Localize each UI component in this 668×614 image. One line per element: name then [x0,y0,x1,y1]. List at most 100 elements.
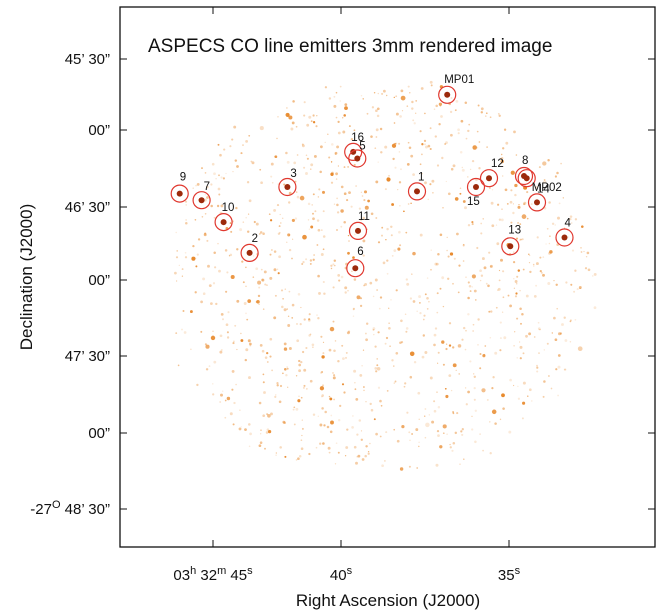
noise-speck [533,265,535,267]
noise-speck [513,130,516,134]
noise-speck [405,278,408,281]
noise-speck [519,238,522,242]
noise-speck [397,247,401,251]
noise-speck [257,280,262,285]
noise-speck [220,204,224,208]
source-core [284,184,291,190]
noise-speck [465,276,467,278]
noise-speck [480,232,483,235]
noise-speck [298,363,302,367]
noise-speck [319,442,322,445]
noise-speck [446,236,448,239]
noise-speck [286,107,288,109]
noise-speck [395,289,398,292]
noise-speck [507,294,510,297]
noise-speck [235,206,238,210]
noise-speck [417,391,421,395]
noise-speck [386,177,391,182]
noise-speck [366,112,369,115]
noise-speck [212,282,216,285]
noise-speck [394,166,397,169]
noise-speck [322,442,325,445]
noise-speck [473,375,476,378]
noise-speck [337,120,340,124]
noise-speck [456,412,459,415]
noise-speck [269,253,272,256]
noise-speck [252,255,255,257]
noise-speck [251,161,255,165]
noise-speck [220,176,223,179]
noise-speck [527,253,530,256]
noise-speck [273,208,277,212]
noise-speck [381,464,384,468]
noise-speck [299,323,302,326]
noise-speck [305,346,308,350]
noise-speck [542,161,547,166]
noise-speck [175,280,178,282]
noise-speck [455,109,457,111]
noise-speck [531,400,533,402]
noise-speck [436,164,440,167]
noise-speck [392,157,395,161]
noise-speck [232,170,234,173]
noise-speck [217,143,220,146]
noise-speck [567,236,569,238]
noise-speck [229,412,233,416]
noise-speck [192,187,194,189]
noise-speck [409,439,411,442]
noise-speck [409,297,413,300]
noise-speck [407,203,410,205]
noise-speck [201,215,204,218]
noise-speck [390,234,393,237]
noise-speck [518,341,521,343]
noise-speck [337,274,341,277]
noise-speck [367,199,370,203]
noise-speck [570,222,573,224]
noise-speck [447,277,450,280]
noise-speck [383,89,386,93]
noise-speck [313,154,317,158]
noise-speck [379,296,383,299]
noise-speck [384,460,386,462]
noise-speck [194,218,197,221]
noise-speck [275,394,277,396]
noise-speck [425,145,428,149]
noise-speck [569,215,573,218]
noise-speck [374,345,377,348]
noise-speck [407,85,410,88]
noise-speck [581,225,584,228]
noise-speck [270,175,273,178]
noise-speck [310,120,313,123]
noise-speck [175,256,179,259]
noise-speck [517,385,519,388]
noise-speck [275,454,277,456]
noise-speck [491,409,497,415]
noise-speck [330,181,334,184]
noise-speck [310,163,314,167]
noise-speck [353,369,357,373]
noise-speck [259,344,263,347]
noise-speck [556,171,559,175]
noise-speck [401,424,405,429]
source-core [473,184,479,190]
noise-speck [370,408,374,412]
noise-speck [245,266,247,269]
noise-speck [483,353,486,356]
noise-speck [548,252,551,255]
noise-speck [303,368,307,372]
noise-speck [367,450,370,453]
noise-speck [307,319,311,322]
noise-speck [406,411,409,414]
noise-speck [358,419,362,422]
noise-speck [340,275,344,279]
noise-speck [314,210,317,213]
noise-speck [239,409,241,411]
noise-speck [539,270,542,273]
noise-speck [329,397,333,401]
noise-speck [528,261,531,264]
noise-speck [365,205,368,208]
noise-speck [305,258,308,261]
source-label: 12 [491,158,504,170]
noise-speck [220,349,223,351]
noise-speck [194,291,197,294]
